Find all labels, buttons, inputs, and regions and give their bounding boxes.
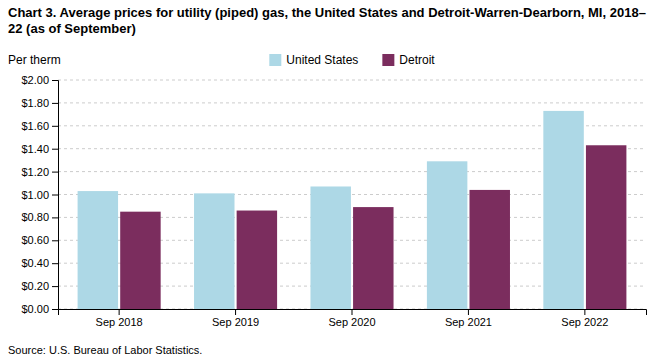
bar-series: [78, 111, 584, 309]
tick-mark: [52, 103, 58, 104]
tick-mark: [52, 217, 58, 218]
tick-mark: [52, 149, 58, 150]
source-note: Source: U.S. Bureau of Labor Statistics.: [8, 344, 202, 356]
tick-label: $1.40: [21, 143, 49, 155]
tick-label: Sep 2019: [212, 316, 259, 328]
legend-item: United States: [269, 53, 358, 67]
bar: [427, 161, 467, 309]
bar: [586, 145, 626, 309]
grid: [58, 80, 646, 309]
tick: $1.40: [21, 143, 58, 155]
tick-mark: [52, 309, 58, 310]
tick: $0.20: [21, 280, 58, 292]
bar: [78, 191, 118, 309]
y-axis: $0.00 $0.20 $0.40 $0.60 $0.80 $1.00 $1.20 $1.40…: [21, 74, 58, 315]
chart: $0.00 $0.20 $0.40 $0.60 $0.80 $1.00 $1.20 $1.40…: [0, 0, 661, 361]
tick: $1.00: [21, 189, 58, 201]
tick-label: $1.00: [21, 189, 49, 201]
tick-label: $0.00: [21, 303, 49, 315]
y-axis-label: Per therm: [8, 53, 61, 67]
plot: $0.00 $0.20 $0.40 $0.60 $0.80 $1.00 $1.20 $1.40…: [21, 74, 646, 328]
bar: [470, 190, 510, 309]
tick: $1.60: [21, 120, 58, 132]
legend-label: United States: [286, 53, 358, 67]
tick-mark: [52, 126, 58, 127]
bars: [78, 111, 627, 309]
tick-mark: [52, 172, 58, 173]
chart-title: Chart 3. Average prices for utility (pip…: [8, 5, 648, 37]
tick: $1.80: [21, 97, 58, 109]
tick-label: $1.80: [21, 97, 49, 109]
tick: $0.60: [21, 234, 58, 246]
tick-label: $0.60: [21, 234, 49, 246]
tick: Sep 2021: [445, 309, 492, 328]
legend-item: Detroit: [382, 53, 435, 67]
bar: [310, 186, 350, 309]
tick: $0.40: [21, 257, 58, 269]
grid-line: [58, 102, 646, 103]
tick: $0.80: [21, 211, 58, 223]
tick-mark: [52, 263, 58, 264]
tick-mark: [235, 309, 236, 315]
tick: Sep 2019: [212, 309, 259, 328]
axis-domain: [59, 310, 647, 316]
tick-mark: [468, 309, 469, 315]
tick: $0.00: [21, 303, 58, 315]
axis-domain: [52, 81, 59, 310]
legend-label: Detroit: [399, 53, 435, 67]
tick-label: $0.20: [21, 280, 49, 292]
tick-label: Sep 2018: [96, 316, 143, 328]
bar: [120, 212, 160, 309]
tick-label: $0.40: [21, 257, 49, 269]
grid-line: [58, 80, 646, 81]
x-axis: Sep 2018 Sep 2019 Sep 2020 Sep 2021 Sep 2022: [59, 309, 647, 328]
tick-mark: [584, 309, 585, 315]
tick-mark: [52, 286, 58, 287]
tick-label: $1.20: [21, 166, 49, 178]
tick-label: Sep 2022: [561, 316, 608, 328]
bar: [237, 211, 277, 309]
legend-swatch: [269, 54, 281, 66]
tick-label: $0.80: [21, 211, 49, 223]
tick: Sep 2018: [96, 309, 143, 328]
tick: Sep 2020: [328, 309, 375, 328]
tick-mark: [352, 309, 353, 315]
bar: [194, 193, 234, 309]
tick: $2.00: [21, 74, 58, 86]
tick-label: $2.00: [21, 74, 49, 86]
bar: [543, 111, 583, 309]
bar: [353, 207, 393, 309]
tick-mark: [119, 309, 120, 315]
tick-mark: [52, 240, 58, 241]
tick-mark: [52, 195, 58, 196]
tick-mark: [52, 80, 58, 81]
bar-series: [120, 145, 626, 309]
tick: Sep 2022: [561, 309, 608, 328]
tick: $1.20: [21, 166, 58, 178]
legend-swatch: [382, 54, 394, 66]
legend: United States Detroit: [269, 53, 435, 67]
tick-label: Sep 2021: [445, 316, 492, 328]
tick-label: Sep 2020: [328, 316, 375, 328]
tick-label: $1.60: [21, 120, 49, 132]
